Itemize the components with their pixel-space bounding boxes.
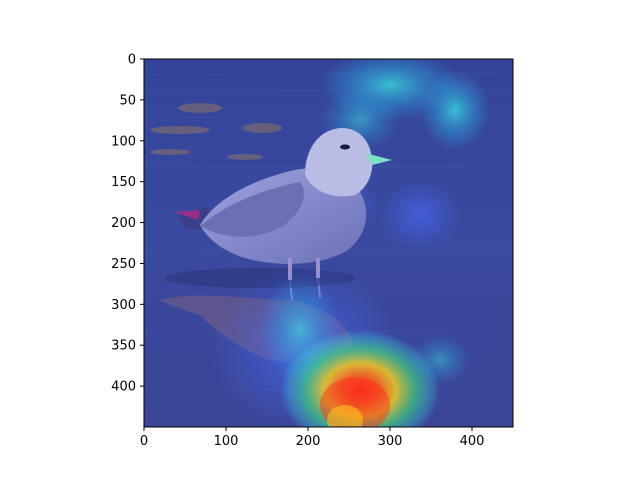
y-axis-ticks: 0 50 100 150 200 250 300 350 400 xyxy=(111,53,144,395)
x-axis-ticks: 0 100 200 300 400 xyxy=(140,427,485,449)
heatmap-overlay-photo xyxy=(144,59,513,427)
y-tick-label: 300 xyxy=(111,298,136,313)
y-tick-label: 0 xyxy=(128,53,136,68)
y-tick-label: 150 xyxy=(111,175,136,190)
x-tick-label: 200 xyxy=(296,434,321,449)
y-tick-label: 100 xyxy=(111,134,136,149)
y-tick-label: 200 xyxy=(111,216,136,231)
y-tick-label: 50 xyxy=(119,93,136,108)
x-tick-label: 400 xyxy=(460,434,485,449)
y-tick-label: 400 xyxy=(111,380,136,395)
axes-frame xyxy=(143,58,514,428)
x-tick-label: 100 xyxy=(214,434,239,449)
x-tick-label: 0 xyxy=(140,434,148,449)
y-tick-label: 250 xyxy=(111,257,136,272)
x-tick-label: 300 xyxy=(378,434,403,449)
y-tick-label: 350 xyxy=(111,339,136,354)
